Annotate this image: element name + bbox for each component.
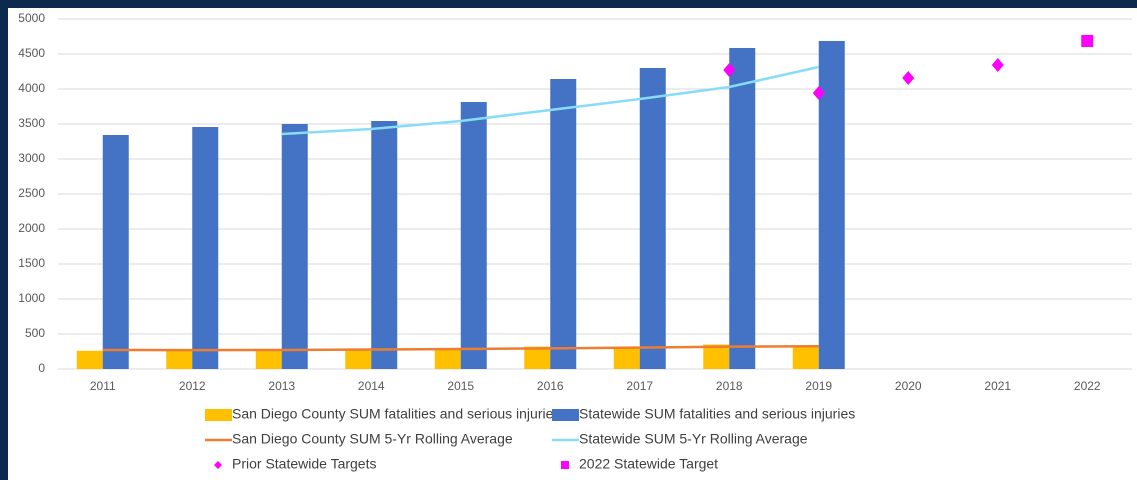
x-tick-label: 2013 [268,379,295,393]
y-tick-label: 0 [38,361,45,375]
line [102,345,819,352]
line [281,65,820,136]
x-tick-label: 2015 [447,379,474,393]
legend-label: Prior Statewide Targets [232,456,376,472]
y-tick-label: 4500 [18,46,45,60]
bar [703,344,730,369]
legend-swatch [214,461,222,469]
bar [371,120,398,370]
y-tick-label: 2500 [18,186,45,200]
legend-label: Statewide SUM fatalities and serious inj… [579,406,855,422]
x-tick-label: 2018 [716,379,743,393]
bar [729,47,756,369]
bar [460,102,487,370]
bar [76,350,103,369]
target-marker [812,85,825,100]
legend-label: San Diego County SUM 5-Yr Rolling Averag… [232,431,513,447]
x-tick-label: 2021 [984,379,1011,393]
y-tick-label: 2000 [18,221,45,235]
x-tick-label: 2012 [179,379,206,393]
target-marker [902,71,915,86]
bar [255,350,282,369]
bar [166,350,193,369]
legend-label: 2022 Statewide Target [579,456,718,472]
bar [434,348,461,369]
target-marker [991,57,1004,72]
bar [639,68,666,369]
target-marker [1081,34,1094,47]
y-tick-label: 5000 [18,11,45,25]
y-tick-label: 1500 [18,256,45,270]
legend-swatch [205,409,232,421]
y-tick-label: 500 [25,326,45,340]
y-tick-label: 1000 [18,291,45,305]
x-tick-label: 2017 [626,379,653,393]
x-tick-label: 2020 [895,379,922,393]
bar [792,346,819,369]
x-tick-label: 2014 [358,379,385,393]
bar [102,134,129,369]
legend-swatch [561,461,569,469]
bar [192,127,219,369]
x-tick-label: 2011 [90,379,116,393]
x-tick-label: 2022 [1074,379,1101,393]
bar [818,40,845,369]
y-tick-label: 4000 [18,81,45,95]
y-tick-label: 3000 [18,151,45,165]
x-tick-label: 2016 [537,379,564,393]
bar [550,78,577,370]
legend-label: San Diego County SUM fatalities and seri… [232,406,560,422]
legend-label: Statewide SUM 5-Yr Rolling Average [579,431,808,447]
y-tick-label: 3500 [18,116,45,130]
target-marker [723,63,736,78]
x-tick-label: 2019 [805,379,832,393]
bar [524,346,551,369]
bar [281,124,308,369]
bar [345,349,372,369]
legend-swatch [552,409,579,421]
bar [613,347,640,369]
